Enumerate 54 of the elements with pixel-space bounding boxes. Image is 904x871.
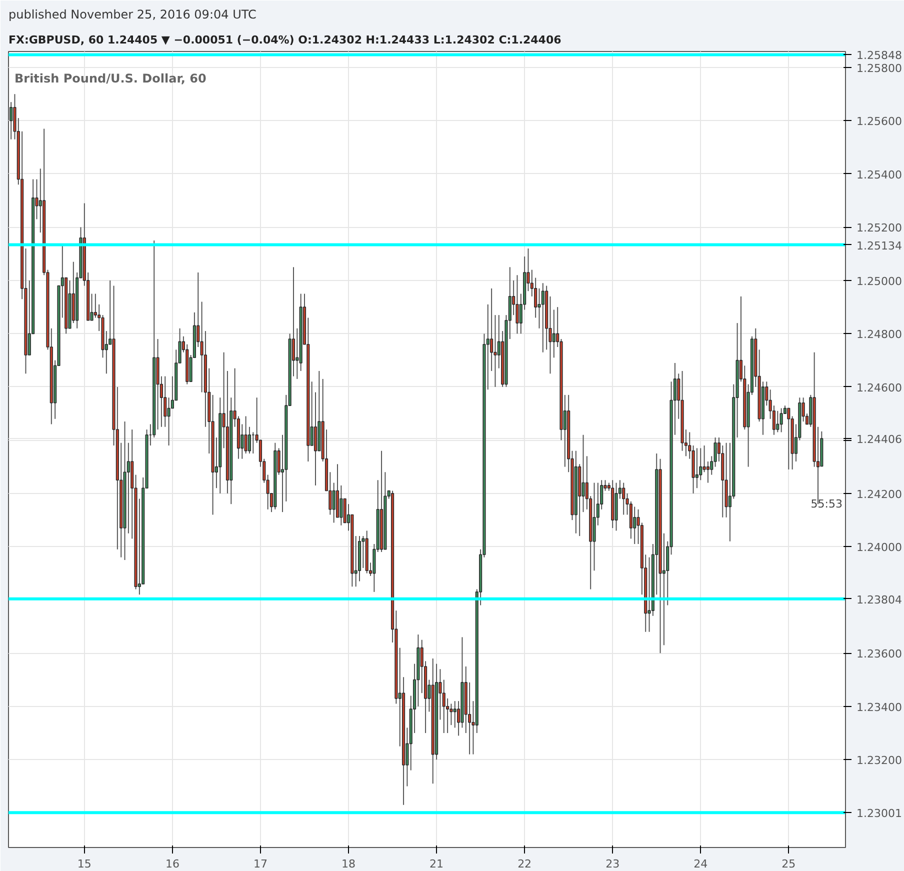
candlestick bbox=[622, 482, 626, 516]
candlestick bbox=[442, 679, 446, 734]
x-tick-label: 21 bbox=[430, 858, 444, 870]
candlestick bbox=[244, 416, 248, 454]
y-tick-label: 1.23200 bbox=[856, 754, 902, 768]
y-tick-label: 1.24000 bbox=[856, 541, 902, 554]
candlestick bbox=[332, 482, 336, 524]
candlestick bbox=[541, 282, 544, 353]
chart-subtitle: FX:GBPUSD, 60 1.24405 ▼ −0.00051 (−0.04%) O:1.24302 H:1.24433 L:1.24302 C:1.24406 bbox=[8, 34, 562, 46]
candlestick bbox=[787, 408, 790, 470]
y-tick-label: 1.25400 bbox=[856, 168, 902, 182]
y-tick-label: 1.23600 bbox=[856, 648, 902, 661]
candlestick bbox=[343, 498, 346, 524]
y-tick-label: 1.25800 bbox=[856, 62, 902, 75]
x-tick-label: 25 bbox=[782, 858, 796, 870]
candlestick bbox=[633, 506, 636, 545]
candlestick bbox=[453, 700, 456, 728]
y-tick-label: 1.25200 bbox=[856, 222, 902, 235]
x-tick-label: 16 bbox=[165, 858, 180, 870]
ref-line-label: 1.25848 bbox=[856, 49, 902, 62]
candlestick bbox=[776, 410, 780, 433]
x-tick-label: 17 bbox=[253, 858, 268, 870]
candlestick bbox=[592, 482, 596, 572]
y-tick-label: 1.24406 bbox=[856, 433, 902, 446]
candlestick bbox=[695, 448, 698, 489]
candlestick bbox=[706, 460, 710, 484]
ref-line-label: 1.25134 bbox=[856, 239, 902, 252]
ref-line-label: 1.23001 bbox=[856, 807, 902, 820]
x-tick-label: 15 bbox=[77, 858, 92, 870]
candlestick bbox=[582, 434, 585, 513]
candlestick bbox=[552, 309, 556, 358]
x-tick-label: 22 bbox=[518, 858, 532, 870]
candlestick bbox=[340, 484, 343, 526]
y-tick-label: 1.24600 bbox=[856, 381, 902, 394]
candlestick bbox=[248, 426, 252, 454]
x-tick-label: 23 bbox=[606, 858, 620, 870]
y-tick-label: 1.25000 bbox=[856, 274, 902, 288]
y-tick-label: 1.24800 bbox=[856, 328, 902, 342]
candlestick bbox=[164, 376, 167, 428]
candlestick bbox=[314, 392, 318, 486]
x-tick-label: 24 bbox=[694, 858, 708, 870]
candlestick bbox=[702, 445, 706, 473]
candlestick bbox=[167, 397, 170, 446]
candlestick bbox=[780, 408, 783, 433]
candlestick bbox=[516, 274, 519, 334]
annotation: 55:53 bbox=[810, 498, 843, 511]
y-tick-label: 1.24200 bbox=[856, 488, 902, 501]
annotation: British Pound/U.S. Dollar, 60 bbox=[14, 72, 206, 86]
y-tick-label: 1.23400 bbox=[856, 700, 902, 714]
ref-line-label: 1.23804 bbox=[856, 593, 902, 606]
y-tick-label: 1.25600 bbox=[856, 115, 902, 128]
x-tick-label: 18 bbox=[342, 858, 356, 870]
chart-title: published November 25, 2016 09:04 UTC bbox=[8, 8, 256, 22]
candlestick bbox=[714, 437, 717, 468]
